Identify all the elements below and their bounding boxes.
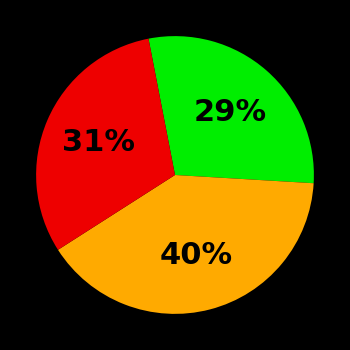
Wedge shape [58, 175, 314, 314]
Wedge shape [36, 38, 175, 250]
Wedge shape [148, 36, 314, 183]
Text: 31%: 31% [62, 128, 135, 157]
Text: 40%: 40% [160, 241, 232, 270]
Text: 29%: 29% [193, 98, 266, 127]
